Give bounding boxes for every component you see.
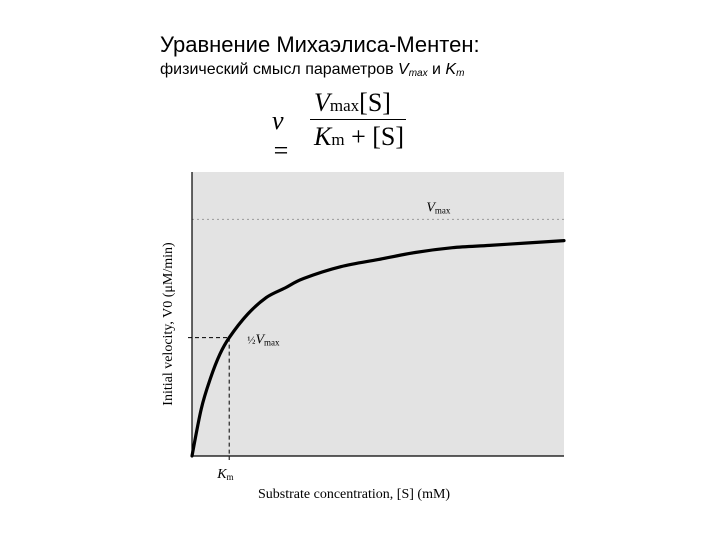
vmax-label: Vmax [426, 200, 451, 215]
subtitle-prefix: физический смысл параметров [160, 61, 399, 78]
slide-subtitle: физический смысл параметров Vmax и Km [160, 61, 464, 79]
slide-title: Уравнение Михаэлиса-Ментен: [160, 32, 480, 57]
km-label: Km [216, 467, 233, 482]
saturation-curve [190, 239, 566, 458]
formula-denominator: Km + [S] [314, 122, 405, 151]
michaelis-menten-chart: Vmax ½Vmax Km Substrate concentration, [S] … [161, 172, 566, 502]
subtitle-vmax: Vmax [398, 61, 428, 79]
x-axis-title: Substrate concentration, [S] (mM) [258, 487, 450, 502]
half-vmax-label: ½Vmax [247, 333, 280, 348]
subtitle-km: Km [445, 61, 465, 79]
formula-numerator: Vmax[S] [314, 88, 391, 117]
formula-fraction-bar [310, 119, 406, 120]
subtitle-and: и [427, 61, 446, 78]
formula-lhs: v = [272, 106, 290, 165]
y-axis-title: Initial velocity, V0 (μM/min) [161, 242, 176, 406]
